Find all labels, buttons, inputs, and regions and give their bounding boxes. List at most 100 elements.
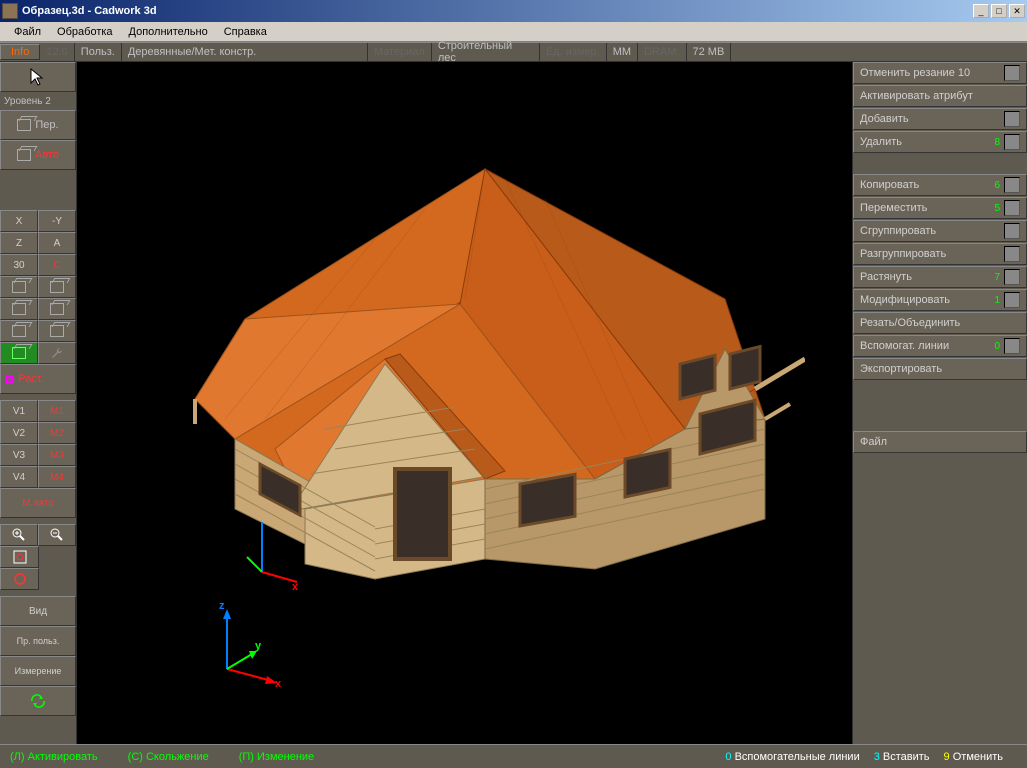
viewport-3d[interactable]: x z x y [77,62,852,744]
user-label: Польз. [75,43,122,61]
erase-icon [1004,134,1020,150]
undo-icon [1004,65,1020,81]
view-v1-button[interactable]: V1 [0,400,38,422]
ungroup-icon [1004,246,1020,262]
user-props-button[interactable]: Пр. польз. [0,626,76,656]
cursor-tool-button[interactable] [0,62,76,92]
spacer [39,568,76,590]
wrench-icon [50,346,64,360]
refresh-button[interactable] [0,686,76,716]
zoom-fit-button[interactable] [0,546,39,568]
minimize-button[interactable]: _ [973,4,989,18]
insert-num: 3 [874,751,880,763]
right-panel: Отменить резание 10 Активировать атрибут… [852,62,1027,744]
move-icon [1004,200,1020,216]
close-button[interactable]: ✕ [1009,4,1025,18]
menu-extra[interactable]: Дополнительно [121,24,216,40]
label: Экспортировать [860,363,1020,375]
shortcut-num: 5 [994,203,1000,214]
cube-view-2-button[interactable] [38,276,76,298]
axis-z-button[interactable]: Z [0,232,38,254]
delete-button[interactable]: Удалить8 [853,131,1027,153]
house-model [125,139,805,619]
app-icon [2,3,18,19]
move-button[interactable]: Переместить5 [853,197,1027,219]
svg-text:z: z [219,600,225,612]
raster-icon: ⊞ [5,373,14,386]
zoom-in-button[interactable] [0,524,38,546]
status-change: (П) Изменение [239,751,314,763]
status-activate: (Л) Активировать [10,751,98,763]
cube-icon [17,149,31,161]
view-v3-button[interactable]: V3 [0,444,38,466]
menu-file[interactable]: Файл [6,24,49,40]
title-bar: Образец.3d - Cadwork 3d _ □ ✕ [0,0,1027,22]
maximize-button[interactable]: □ [991,4,1007,18]
memory-auto-button[interactable]: М.авто [0,488,76,518]
measurement-button[interactable]: Измерение [0,656,76,686]
axis-c-button[interactable]: C [38,254,76,276]
undo-text: Отменить [953,751,1003,763]
zoom-window-button[interactable] [0,568,39,590]
window-title: Образец.3d - Cadwork 3d [22,5,971,17]
file-panel-button[interactable]: Файл [853,431,1027,453]
view-v2-button[interactable]: V2 [0,422,38,444]
zoom-in-icon [12,528,26,542]
modify-button[interactable]: Модифицировать1 [853,289,1027,311]
menu-bar: Файл Обработка Дополнительно Справка [0,22,1027,42]
copy-button[interactable]: Копировать6 [853,174,1027,196]
cube-view-5-button[interactable] [0,320,38,342]
shortcut-num: 0 [994,341,1000,352]
memory-m2-button[interactable]: M2 [38,422,76,444]
export-button[interactable]: Экспортировать [853,358,1027,380]
auto-cube-button[interactable]: Авто [0,140,76,170]
memory-m4-button[interactable]: M4 [38,466,76,488]
svg-text:x: x [292,581,299,592]
settings-button[interactable] [38,342,76,364]
menu-edit[interactable]: Обработка [49,24,120,40]
cube-icon [50,325,64,337]
info-button[interactable]: Info [0,44,40,60]
axis-ny-button[interactable]: -Y [38,210,76,232]
label: Сгруппировать [860,225,1004,237]
memory-m3-button[interactable]: M3 [38,444,76,466]
cube-view-6-button[interactable] [38,320,76,342]
stretch-icon [1004,269,1020,285]
spacer [39,546,76,568]
shortcut-num: 1 [994,295,1000,306]
cube-icon [50,303,64,315]
label: Удалить [860,136,994,148]
cube-view-3-button[interactable] [0,298,38,320]
raster-button[interactable]: ⊞ Раст. [0,364,76,394]
cut-merge-button[interactable]: Резать/Объединить [853,312,1027,334]
cube-icon [12,347,26,359]
activate-attr-button[interactable]: Активировать атрибут [853,85,1027,107]
label: Отменить резание 10 [860,67,1004,79]
view-button[interactable]: Вид [0,596,76,626]
memory-m1-button[interactable]: M1 [38,400,76,422]
aux-lines-button[interactable]: Вспомогат. линии0 [853,335,1027,357]
undo-cut-button[interactable]: Отменить резание 10 [853,62,1027,84]
rotate-30-button[interactable]: 30 [0,254,38,276]
cube-view-1-button[interactable] [0,276,38,298]
main-area: Уровень 2 Пер. Авто X -Y Z A 30 C [0,62,1027,744]
dram-heading: DRAM: [638,43,686,61]
zoom-out-icon [50,528,64,542]
stretch-button[interactable]: Растянуть7 [853,266,1027,288]
cube-icon [12,325,26,337]
label: Переместить [860,202,994,214]
aux-num: 0 [725,751,731,763]
view-v4-button[interactable]: V4 [0,466,38,488]
cube-view-4-button[interactable] [38,298,76,320]
perspective-button[interactable]: Пер. [0,110,76,140]
menu-help[interactable]: Справка [216,24,275,40]
svg-text:y: y [255,640,262,652]
green-cube-button[interactable] [0,342,38,364]
ungroup-button[interactable]: Разгруппировать [853,243,1027,265]
axis-x-button[interactable]: X [0,210,38,232]
zoom-out-button[interactable] [38,524,76,546]
axis-a-button[interactable]: A [38,232,76,254]
group-button[interactable]: Сгруппировать [853,220,1027,242]
add-button[interactable]: Добавить [853,108,1027,130]
cube-icon [17,119,31,131]
